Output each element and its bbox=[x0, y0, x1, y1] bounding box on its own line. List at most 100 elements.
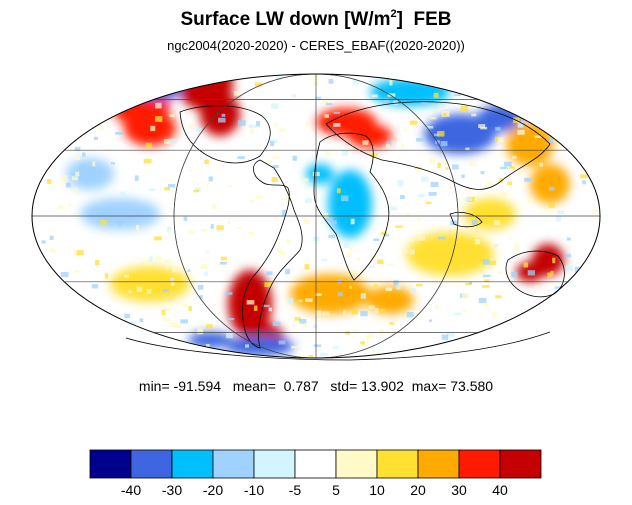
field-speckle bbox=[421, 176, 429, 183]
colorbar-tick-label: -20 bbox=[203, 482, 223, 496]
field-speckle bbox=[497, 137, 504, 143]
field-speckle bbox=[527, 270, 535, 276]
field-speckle bbox=[360, 269, 364, 272]
anomaly-region bbox=[348, 124, 392, 148]
field-speckle bbox=[76, 250, 84, 256]
field-speckle bbox=[330, 220, 337, 225]
field-speckle bbox=[299, 354, 306, 358]
field-speckle bbox=[250, 199, 255, 204]
field-speckle bbox=[547, 272, 552, 278]
field-speckle bbox=[187, 269, 191, 272]
coastlines bbox=[125, 101, 565, 361]
field-speckle bbox=[75, 270, 79, 274]
north-america-outline bbox=[179, 105, 271, 164]
stat-std-label: std= bbox=[330, 378, 358, 394]
field-speckle bbox=[149, 256, 153, 263]
field-speckle bbox=[227, 221, 231, 225]
field-speckle bbox=[315, 310, 322, 316]
field-speckle bbox=[352, 329, 359, 334]
field-speckle bbox=[278, 250, 285, 255]
field-speckle bbox=[484, 279, 490, 283]
field-speckle bbox=[380, 308, 386, 312]
field-speckle bbox=[369, 153, 378, 157]
field-speckle bbox=[332, 122, 341, 127]
field-speckle bbox=[301, 323, 307, 327]
field-speckle bbox=[498, 270, 503, 274]
colorbar-tick-label: 10 bbox=[369, 482, 385, 496]
field-speckle bbox=[270, 103, 279, 109]
field-speckle bbox=[168, 184, 176, 188]
field-speckle bbox=[549, 138, 554, 144]
field-speckle bbox=[475, 239, 480, 245]
field-speckle bbox=[433, 133, 440, 137]
field-speckle bbox=[274, 122, 279, 128]
field-speckle bbox=[218, 117, 226, 123]
field-speckle bbox=[197, 328, 204, 335]
field-speckle bbox=[437, 131, 445, 137]
field-speckle bbox=[483, 303, 490, 307]
field-speckle bbox=[387, 93, 396, 97]
field-speckle bbox=[582, 180, 586, 185]
field-speckle bbox=[224, 292, 233, 295]
field-speckle bbox=[128, 289, 132, 294]
field-speckle bbox=[353, 270, 358, 274]
field-speckle bbox=[494, 136, 499, 142]
field-speckle bbox=[72, 213, 79, 217]
field-speckle bbox=[91, 284, 99, 289]
field-speckle bbox=[237, 156, 245, 160]
field-speckle bbox=[248, 124, 257, 128]
field-speckle bbox=[376, 351, 380, 355]
field-speckle bbox=[148, 188, 155, 191]
field-speckle bbox=[41, 240, 46, 244]
field-speckle bbox=[82, 152, 86, 157]
field-speckle bbox=[110, 162, 116, 165]
field-speckle bbox=[371, 94, 378, 98]
field-speckle bbox=[320, 101, 328, 104]
field-speckle bbox=[110, 295, 117, 301]
field-speckle bbox=[147, 259, 151, 263]
stat-max-label: max= bbox=[411, 378, 447, 394]
field-speckle bbox=[205, 250, 210, 254]
field-speckle bbox=[219, 261, 227, 265]
field-speckle bbox=[308, 354, 314, 358]
field-speckle bbox=[313, 344, 322, 347]
field-speckle bbox=[325, 151, 331, 157]
field-speckle bbox=[495, 295, 502, 299]
field-speckle bbox=[162, 289, 169, 293]
field-speckle bbox=[315, 293, 323, 296]
field-speckle bbox=[168, 322, 176, 327]
field-speckle bbox=[434, 304, 439, 309]
field-speckle bbox=[246, 300, 255, 305]
field-speckle bbox=[440, 141, 448, 147]
field-speckle bbox=[511, 155, 517, 159]
field-speckle bbox=[517, 129, 525, 135]
field-speckle bbox=[433, 92, 439, 98]
statistics-line: min= -91.594 mean= 0.787 std= 13.902 max… bbox=[0, 378, 632, 394]
field-speckle bbox=[304, 264, 310, 270]
field-speckle bbox=[220, 256, 227, 261]
field-speckle bbox=[385, 287, 393, 292]
field-speckle bbox=[305, 120, 310, 126]
field-speckle bbox=[292, 155, 297, 161]
field-speckle bbox=[346, 252, 352, 257]
field-speckle bbox=[205, 343, 210, 348]
colorbar-box bbox=[499, 449, 542, 479]
field-speckle bbox=[539, 162, 544, 167]
field-speckle bbox=[166, 226, 171, 232]
eurasia-outline bbox=[325, 101, 551, 190]
plot-title: Surface LW down [W/m2] FEB bbox=[0, 8, 632, 31]
field-speckle bbox=[226, 317, 235, 321]
field-speckle bbox=[173, 324, 182, 328]
field-speckle bbox=[524, 177, 532, 182]
field-speckle bbox=[500, 166, 508, 170]
field-speckle bbox=[399, 195, 405, 200]
field-speckle bbox=[206, 324, 213, 329]
field-speckle bbox=[409, 249, 415, 255]
colorbar-box bbox=[130, 449, 173, 479]
field-speckle bbox=[348, 144, 354, 150]
field-speckle bbox=[188, 230, 195, 234]
field-speckle bbox=[155, 256, 162, 261]
field-speckle bbox=[115, 131, 123, 135]
field-speckle bbox=[60, 271, 69, 278]
field-speckle bbox=[277, 247, 281, 253]
